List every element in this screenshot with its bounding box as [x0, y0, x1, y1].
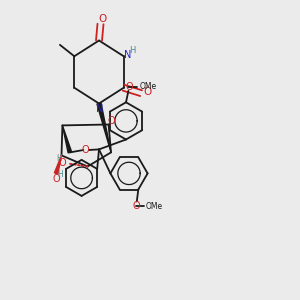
Text: O: O [132, 201, 140, 211]
Polygon shape [62, 125, 72, 153]
Text: O: O [125, 82, 133, 92]
Text: N: N [124, 50, 131, 60]
Text: H: H [56, 154, 62, 163]
Text: O: O [108, 116, 116, 126]
Text: O: O [59, 158, 67, 168]
Text: H: H [130, 46, 136, 55]
Text: O: O [82, 145, 90, 155]
Polygon shape [97, 103, 111, 152]
Text: OMe: OMe [146, 202, 163, 211]
Text: H: H [58, 170, 64, 179]
Text: O: O [143, 87, 151, 97]
Text: O: O [52, 174, 60, 184]
Polygon shape [54, 155, 61, 174]
Text: OMe: OMe [140, 82, 157, 91]
Text: N: N [96, 104, 103, 114]
Text: O: O [98, 14, 106, 24]
